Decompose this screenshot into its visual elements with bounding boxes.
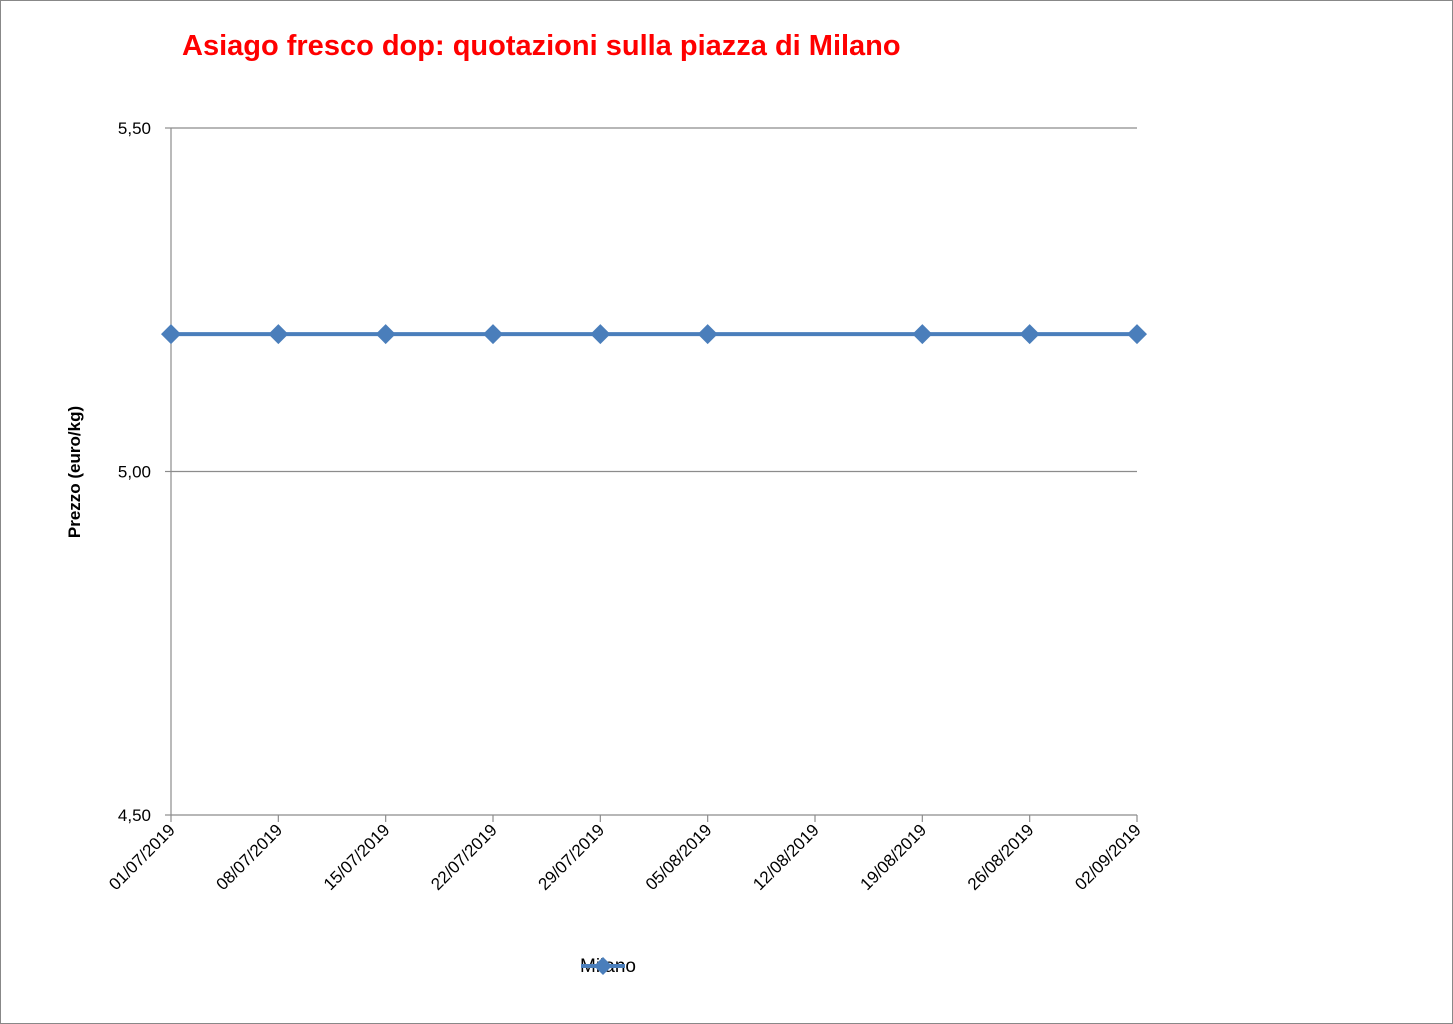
legend: Milano <box>580 956 636 978</box>
x-tick-label: 08/07/2019 <box>213 820 287 894</box>
data-point-marker <box>161 324 181 345</box>
y-tick-label: 5,00 <box>118 463 151 482</box>
y-tick-label: 5,50 <box>118 119 151 138</box>
x-tick-label: 02/09/2019 <box>1071 820 1145 894</box>
data-point-marker <box>1127 324 1147 345</box>
data-point-marker <box>375 324 396 345</box>
y-tick-label: 4,50 <box>118 806 151 825</box>
data-point-marker <box>1019 324 1040 345</box>
x-tick-label: 05/08/2019 <box>642 820 716 894</box>
data-point-marker <box>697 324 718 345</box>
data-point-marker <box>268 324 289 345</box>
data-point-marker <box>590 324 611 345</box>
x-tick-label: 26/08/2019 <box>964 820 1038 894</box>
data-point-marker <box>912 324 933 345</box>
x-tick-label: 19/08/2019 <box>857 820 931 894</box>
x-tick-label: 12/08/2019 <box>749 820 823 894</box>
x-tick-label: 29/07/2019 <box>535 820 609 894</box>
x-tick-label: 15/07/2019 <box>320 820 394 894</box>
legend-marker-icon <box>581 957 625 975</box>
x-tick-label: 01/07/2019 <box>105 820 179 894</box>
data-point-marker <box>483 324 503 345</box>
x-tick-label: 22/07/2019 <box>427 820 501 894</box>
chart-title: Asiago fresco dop: quotazioni sulla piaz… <box>182 30 901 62</box>
